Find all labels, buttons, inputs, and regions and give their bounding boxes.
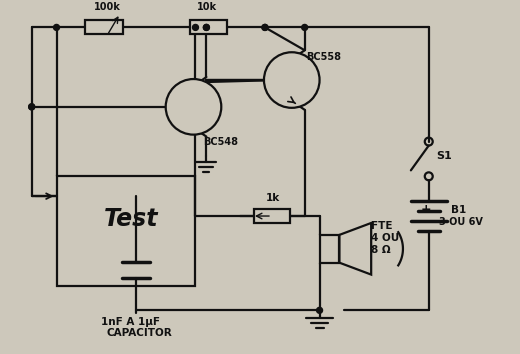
Text: 8 Ω: 8 Ω — [371, 245, 391, 255]
Text: 3 OU 6V: 3 OU 6V — [439, 217, 483, 227]
Text: S1: S1 — [437, 152, 452, 161]
Text: BC548: BC548 — [203, 137, 239, 147]
Circle shape — [262, 24, 268, 30]
Circle shape — [425, 172, 433, 180]
Circle shape — [264, 52, 320, 108]
Circle shape — [262, 24, 268, 30]
Circle shape — [29, 104, 35, 110]
Text: BC558: BC558 — [306, 52, 341, 62]
Bar — [57, 176, 196, 286]
Circle shape — [203, 24, 210, 30]
Text: Test: Test — [104, 207, 159, 231]
Polygon shape — [340, 223, 371, 275]
Circle shape — [54, 24, 59, 30]
Bar — [85, 21, 123, 34]
Text: CAPACITOR: CAPACITOR — [106, 328, 172, 338]
Circle shape — [29, 104, 35, 110]
Circle shape — [166, 79, 222, 135]
Text: 1nF A 1μF: 1nF A 1μF — [101, 317, 160, 327]
Circle shape — [203, 24, 210, 30]
Circle shape — [317, 307, 322, 313]
Bar — [320, 235, 340, 263]
Text: B1: B1 — [451, 205, 466, 215]
Bar — [189, 21, 227, 34]
Text: +: + — [421, 203, 432, 216]
Text: 100k: 100k — [94, 1, 121, 12]
Text: FTE: FTE — [371, 221, 393, 231]
Text: 10k: 10k — [197, 1, 217, 12]
Bar — [254, 209, 290, 223]
Text: 1k: 1k — [266, 193, 280, 203]
Circle shape — [425, 138, 433, 145]
Circle shape — [192, 24, 199, 30]
Text: 4 OU: 4 OU — [371, 233, 399, 243]
Circle shape — [302, 24, 308, 30]
